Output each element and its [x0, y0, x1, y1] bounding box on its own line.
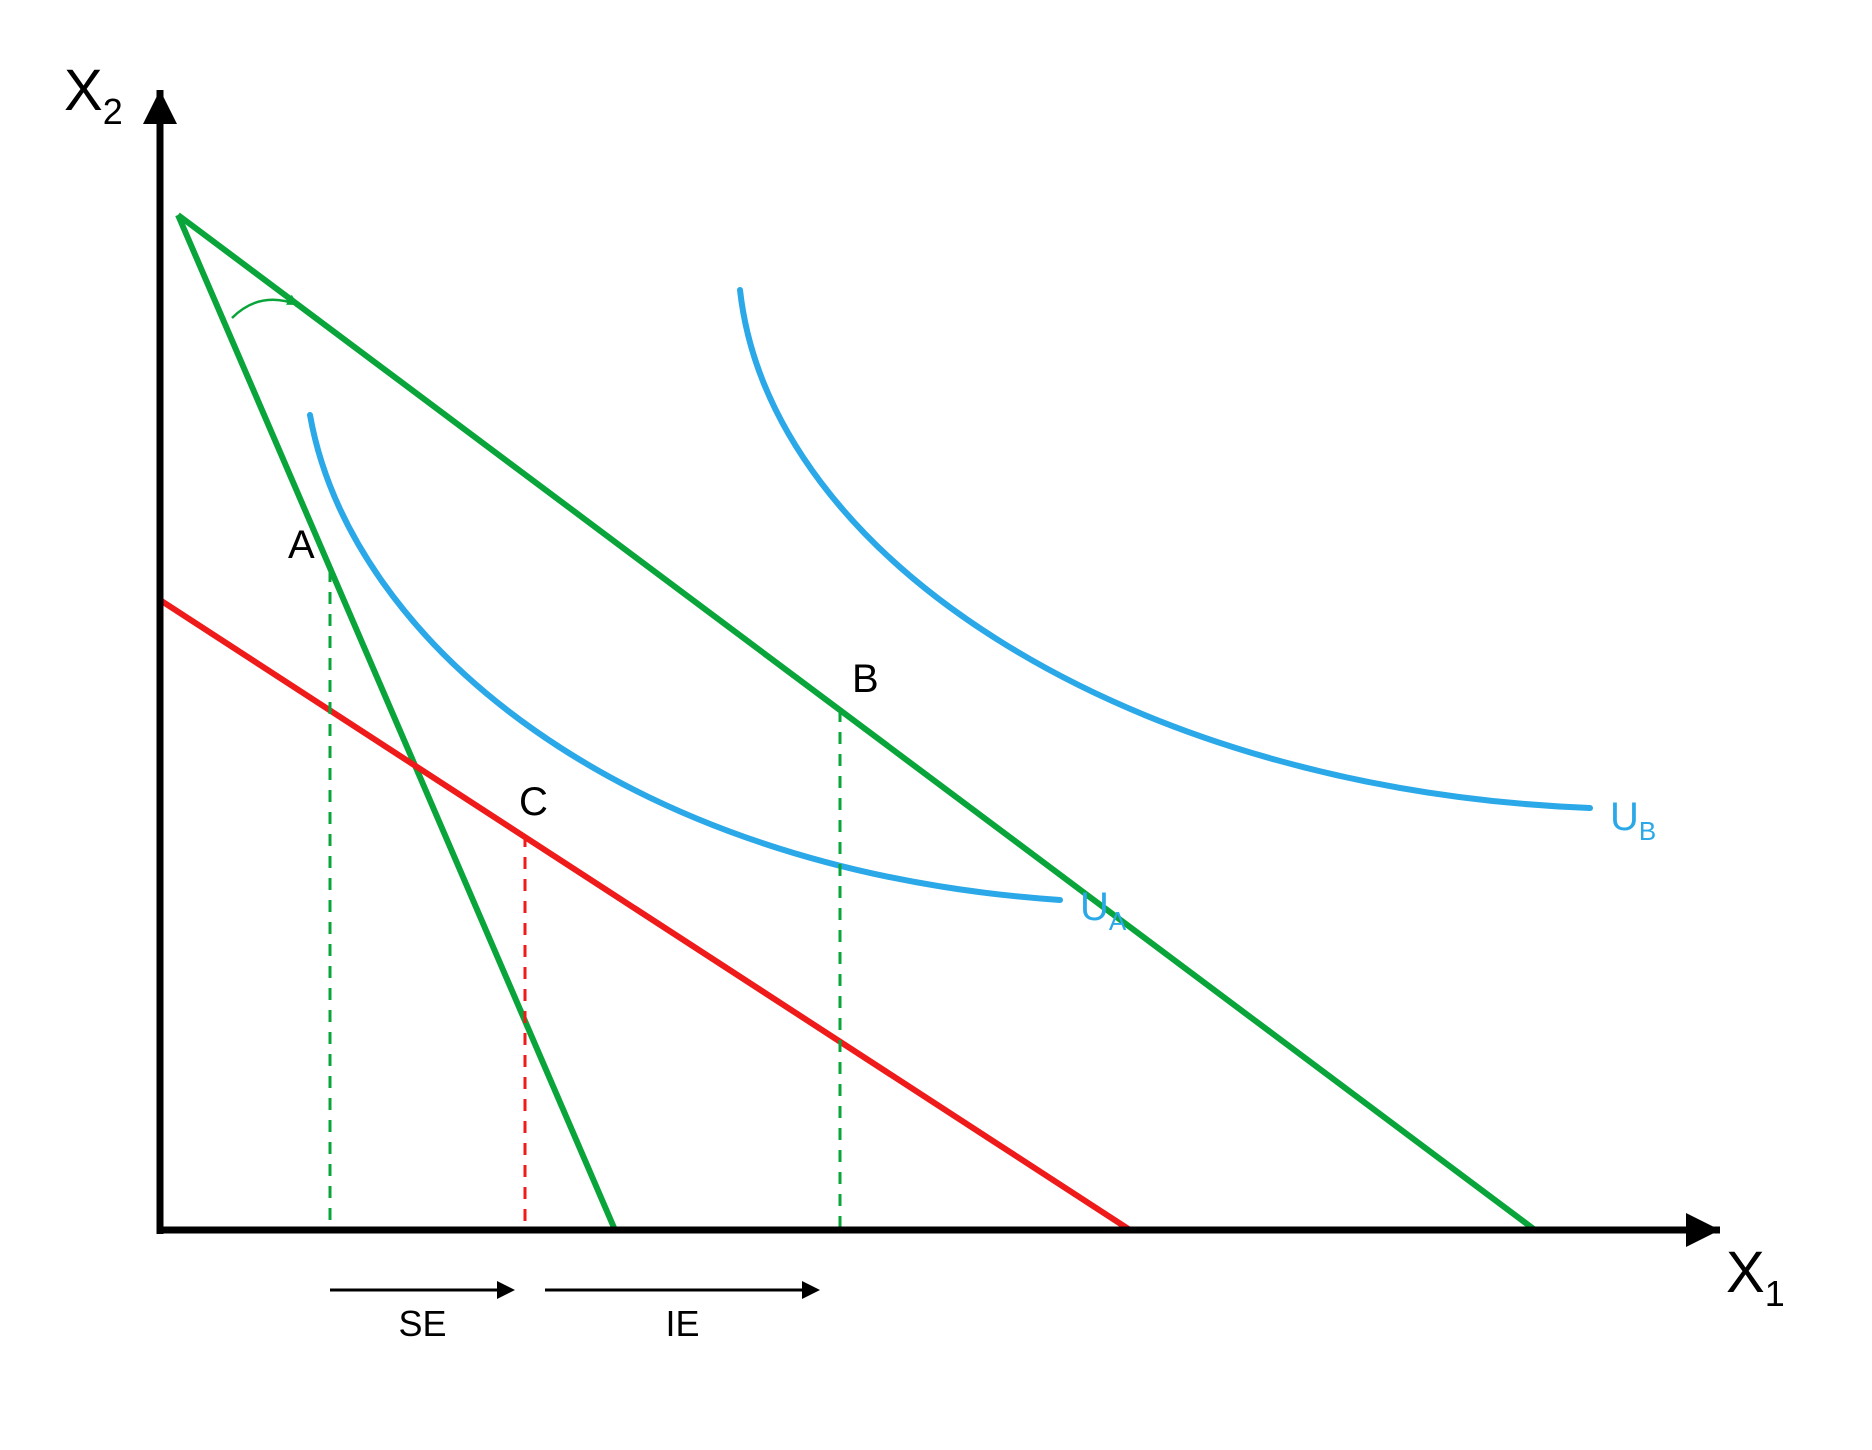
- se-arrow-head-icon: [497, 1281, 515, 1299]
- indifference-label-UA: UA: [1080, 885, 1127, 936]
- se-label: SE: [398, 1303, 446, 1344]
- ie-arrow-head-icon: [802, 1281, 820, 1299]
- point-label-C: C: [519, 780, 548, 824]
- ie-label: IE: [665, 1303, 699, 1344]
- economics-diagram: UA UB A C B X1 X2 SE IE: [0, 0, 1872, 1450]
- point-label-B: B: [852, 657, 879, 701]
- x-axis-label: X1: [1726, 1240, 1785, 1314]
- budget-line-steep_green: [178, 215, 615, 1230]
- point-label-A: A: [288, 523, 315, 567]
- y-axis-arrow-icon: [143, 90, 177, 124]
- budget-line-red: [160, 600, 1130, 1230]
- y-axis-label: X2: [64, 58, 123, 132]
- x-axis-arrow-icon: [1686, 1213, 1720, 1247]
- indifference-label-UB: UB: [1610, 795, 1656, 846]
- indifference-curve-UA: [310, 415, 1060, 900]
- budget-line-flat_green: [178, 215, 1535, 1230]
